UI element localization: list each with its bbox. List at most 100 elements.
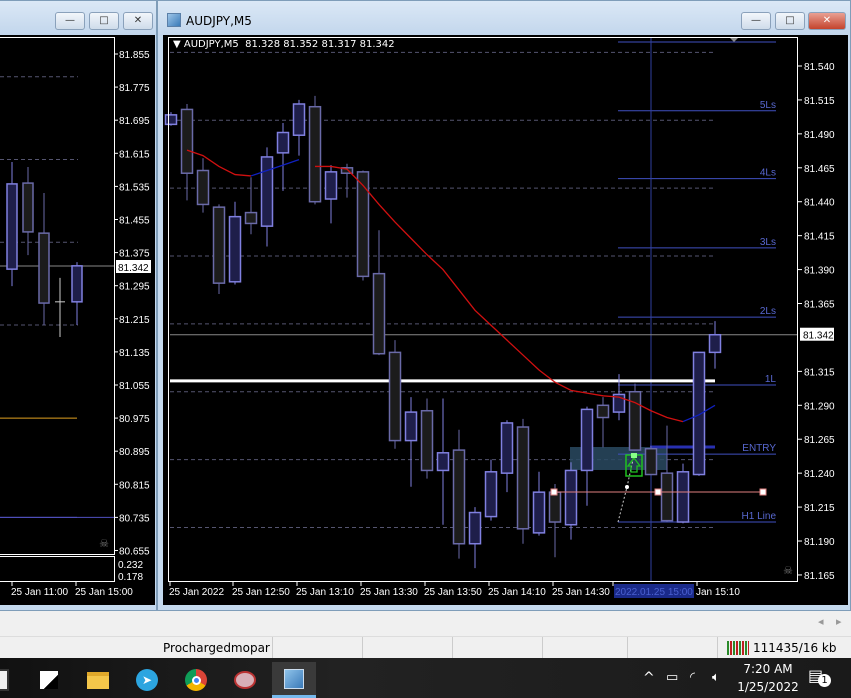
notepad-icon[interactable]: [27, 662, 71, 698]
left-chart[interactable]: ☠ 81.855 81.775 81.695 81.615 81.535 81.455 81.…: [0, 35, 155, 605]
calculator-icon[interactable]: [0, 662, 22, 698]
candle: [564, 469, 578, 526]
candle: [38, 232, 50, 304]
price-label: 81.455: [119, 215, 150, 226]
price-label: 81.190: [804, 537, 835, 548]
candle: [612, 393, 626, 413]
close-button[interactable]: ✕: [808, 12, 846, 30]
shift-marker-icon: [729, 37, 739, 42]
time-label: 25 Jan 14:30: [552, 587, 610, 598]
moving-average-line: [315, 165, 684, 423]
indicator-label: 0.232: [118, 560, 143, 571]
current-price-label: 81.342: [118, 263, 149, 274]
signal-point: [631, 453, 637, 458]
close-button[interactable]: ✕: [123, 12, 153, 30]
notifications-icon[interactable]: ▤ 1: [808, 666, 831, 688]
price-label: 81.290: [804, 401, 835, 412]
time-cursor-highlight: [614, 584, 694, 598]
clock-time: 7:20 AM: [743, 662, 793, 676]
horizontal-scrollbar[interactable]: ◂ ▸: [0, 612, 851, 634]
indicator-subwindow: [0, 556, 115, 582]
metatrader-icon[interactable]: [272, 662, 316, 698]
candle: [516, 426, 530, 530]
price-label: 81.215: [119, 315, 150, 326]
time-label: 25 Jan 13:10: [296, 587, 354, 598]
volume-icon[interactable]: 🔈︎: [712, 670, 720, 685]
level-label: 3Ls: [760, 237, 776, 248]
price-label: 81.295: [119, 282, 150, 293]
file-explorer-icon[interactable]: [76, 662, 120, 698]
price-label: 81.365: [804, 300, 835, 311]
trend-line-handle: [550, 488, 558, 496]
clock-date: 1/25/2022: [737, 680, 799, 694]
chart-header: ▼ AUDJPY,M5 81.328 81.352 81.317 81.342: [173, 39, 395, 50]
candle: [292, 103, 306, 136]
chart-frame: [168, 37, 798, 582]
price-label: 80.655: [119, 546, 150, 557]
price-label: 81.135: [119, 348, 150, 359]
candle: [276, 131, 290, 154]
candle: [644, 447, 658, 476]
skull-icon: ☠: [783, 565, 793, 577]
candle: [244, 211, 258, 225]
connection-bars-icon: [727, 641, 749, 655]
snipping-tool-icon[interactable]: [223, 662, 267, 698]
level-label: 2Ls: [760, 306, 776, 317]
price-label: 81.165: [804, 571, 835, 582]
candle: [6, 183, 18, 270]
candle: [164, 114, 178, 126]
price-label: 81.440: [804, 198, 835, 209]
price-label: 81.215: [804, 503, 835, 514]
price-label: 81.490: [804, 130, 835, 141]
profile-name: Prochargedmopar: [158, 637, 273, 659]
telegram-icon[interactable]: ➤: [125, 662, 169, 698]
level-label: 1L: [765, 374, 777, 385]
price-label: 80.975: [119, 414, 150, 425]
show-hidden-icons[interactable]: ^: [643, 670, 655, 686]
price-label: 81.415: [804, 232, 835, 243]
price-label: 81.615: [119, 149, 150, 160]
time-label: 25 Jan 13:30: [360, 587, 418, 598]
price-label: 81.240: [804, 469, 835, 480]
time-label: 25 Jan 11:00: [11, 587, 69, 598]
main-window-titlebar[interactable]: AUDJPY,M5 — □ ✕: [158, 1, 850, 36]
current-price-tag: [800, 327, 834, 341]
time-label: 25 Jan 13:50: [424, 587, 482, 598]
price-label: 80.895: [119, 447, 150, 458]
main-chart[interactable]: 5Ls 4Ls 3Ls 2Ls 1L ENTRY H1 Line ☠ 81.540 81.515 8…: [163, 35, 848, 605]
left-window-titlebar[interactable]: — □ ✕: [0, 1, 156, 35]
trend-line-handle: [759, 488, 767, 496]
candle: [22, 182, 34, 233]
moving-average-line: [250, 159, 300, 177]
candle: [356, 171, 370, 278]
candle: [500, 422, 514, 474]
price-label: 81.855: [119, 50, 150, 61]
candle: [324, 171, 338, 200]
level-label: 5Ls: [760, 100, 776, 111]
status-cell: [628, 637, 718, 659]
time-label: 25 Jan 14:10: [488, 587, 546, 598]
notification-count: 1: [818, 674, 831, 687]
candle: [660, 472, 674, 522]
current-price-label: 81.342: [803, 331, 834, 342]
restore-button[interactable]: □: [775, 12, 805, 30]
scroll-left-arrow[interactable]: ◂: [818, 615, 824, 628]
minimize-button[interactable]: —: [55, 12, 85, 30]
restore-button[interactable]: □: [89, 12, 119, 30]
candle: [532, 491, 546, 534]
candle: [692, 351, 706, 476]
scroll-right-arrow[interactable]: ▸: [836, 615, 842, 628]
indicator-label: 0.178: [118, 572, 143, 583]
candle: [388, 351, 402, 442]
price-label: 81.695: [119, 116, 150, 127]
wifi-icon[interactable]: ◜: [690, 670, 696, 685]
chrome-icon[interactable]: [174, 662, 218, 698]
price-label: 81.375: [119, 249, 150, 260]
power-icon[interactable]: ▭: [666, 670, 679, 685]
status-cell: [543, 637, 628, 659]
time-label: Jan 15:10: [696, 587, 740, 598]
candle: [180, 108, 194, 174]
level-label: 4Ls: [760, 168, 776, 179]
minimize-button[interactable]: —: [741, 12, 771, 30]
clock[interactable]: 7:20 AM 1/25/2022: [736, 660, 800, 696]
